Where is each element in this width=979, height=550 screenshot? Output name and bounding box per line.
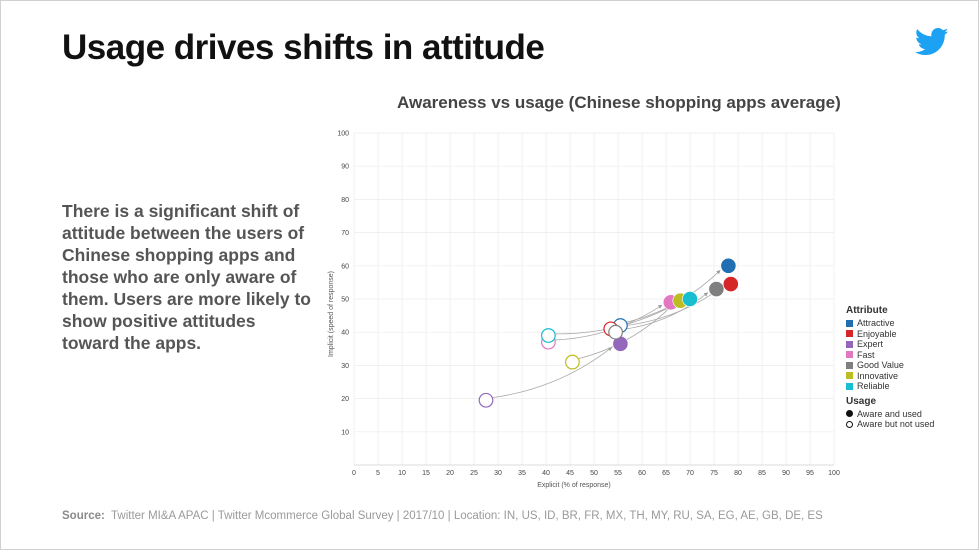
y-tick-label: 30: [341, 363, 349, 370]
x-tick-label: 60: [638, 470, 646, 477]
y-tick-label: 40: [341, 330, 349, 337]
legend-item: Fast: [846, 350, 934, 361]
y-tick-label: 10: [341, 429, 349, 436]
source-label: Source:: [62, 510, 105, 522]
x-tick-label: 30: [494, 470, 502, 477]
legend-usage-used: Aware and used: [846, 409, 934, 420]
y-tick-label: 70: [341, 230, 349, 237]
legend-usage-not-used-label: Aware but not used: [857, 419, 935, 430]
legend-swatch: [846, 361, 853, 369]
y-tick-label: 80: [341, 197, 349, 204]
point-not-used-good-value: [608, 324, 624, 340]
slide-title: Usage drives shifts in attitude: [62, 28, 545, 67]
source-text: Twitter MI&A APAC | Twitter Mcommerce Gl…: [111, 510, 823, 522]
legend-swatch: [846, 382, 853, 390]
twitter-bird-icon: [915, 27, 949, 56]
legend-label: Attractive: [857, 318, 895, 329]
point-not-used-reliable: [540, 328, 556, 343]
x-tick-label: 100: [828, 470, 840, 477]
point-not-used-expert: [478, 392, 494, 408]
x-tick-label: 45: [566, 470, 574, 477]
legend-usage-title: Usage: [846, 395, 877, 407]
point-used-enjoyable: [722, 276, 739, 292]
point-used-good-value: [708, 281, 725, 297]
x-axis-label: Explicit (% of response): [537, 482, 611, 489]
x-tick-label: 40: [542, 470, 550, 477]
x-tick-label: 10: [398, 470, 406, 477]
x-tick-label: 5: [376, 470, 380, 477]
x-tick-label: 50: [590, 470, 598, 477]
legend-label: Enjoyable: [857, 328, 897, 339]
arrow-innovative: [578, 304, 673, 360]
y-tick-label: 60: [341, 263, 349, 270]
arrow-expert: [492, 347, 613, 399]
legend-item: Enjoyable: [846, 329, 934, 340]
y-tick-label: 100: [337, 131, 349, 138]
hollow-dot-icon: [846, 420, 853, 428]
x-tick-label: 80: [734, 470, 742, 477]
point-used-attractive: [720, 257, 737, 274]
y-axis-label: Implicit (speed of response): [328, 271, 335, 357]
x-tick-label: 15: [422, 470, 430, 477]
arrow-good-value: [621, 292, 709, 330]
slide-body-text: There is a significant shift of attitude…: [62, 201, 311, 353]
chart-title: Awareness vs usage (Chinese shopping app…: [397, 93, 841, 112]
scatter-chart: 0 5 10 15 20 25 30 35 40 45 50 55 60 65 70 75 80 85 90 95 10…: [328, 131, 840, 490]
x-tick-label: 25: [470, 470, 478, 477]
legend-item: Good Value: [846, 360, 934, 371]
filled-dot-icon: [846, 410, 853, 418]
x-tick-label: 0: [352, 470, 356, 477]
legend-swatch: [846, 372, 853, 380]
legend-swatch: [846, 330, 853, 338]
legend-swatch: [846, 340, 853, 348]
legend-attribute-title: Attribute: [846, 305, 888, 316]
x-tick-label: 85: [758, 470, 766, 477]
point-used-reliable: [682, 291, 698, 307]
legend-label: Reliable: [857, 381, 890, 392]
legend-usage-not-used: Aware but not used: [846, 419, 934, 430]
x-tick-label: 20: [446, 470, 454, 477]
legend-item: Reliable: [846, 381, 934, 392]
x-tick-label: 95: [806, 470, 814, 477]
x-tick-label: 55: [614, 470, 622, 477]
x-tick-label: 35: [518, 470, 526, 477]
legend-label: Fast: [857, 349, 875, 360]
legend-item: Expert: [846, 339, 934, 350]
legend-label: Good Value: [857, 360, 904, 371]
y-tick-label: 90: [341, 164, 349, 171]
legend-label: Innovative: [857, 370, 899, 381]
x-tick-label: 70: [686, 470, 694, 477]
point-not-used-innovative: [564, 354, 580, 370]
chart-legend: Attribute Attractive Enjoyable Expert Fast G…: [846, 305, 934, 430]
legend-usage-used-label: Aware and used: [857, 408, 922, 419]
x-tick-label: 65: [662, 470, 670, 477]
legend-swatch: [846, 319, 853, 327]
x-tick-label: 75: [710, 470, 718, 477]
legend-swatch: [846, 351, 853, 359]
legend-label: Expert: [857, 339, 884, 350]
y-tick-label: 20: [341, 396, 349, 403]
x-tick-label: 90: [782, 470, 790, 477]
y-tick-label: 50: [341, 297, 349, 304]
legend-item: Attractive: [846, 318, 934, 329]
source-note: Source: Twitter MI&A APAC | Twitter Mcom…: [62, 510, 823, 522]
legend-item: Innovative: [846, 371, 934, 382]
